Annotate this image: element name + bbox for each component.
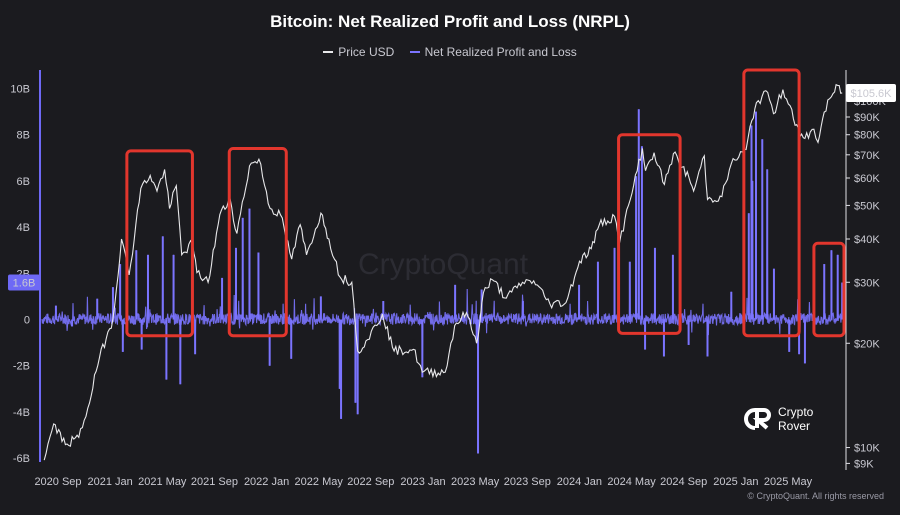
right-tick-label: $30K	[854, 277, 880, 289]
x-tick-label: 2024 Sep	[660, 476, 707, 488]
highlight-box	[125, 149, 194, 338]
left-tick-label: 6B	[17, 176, 30, 188]
highlight-box	[742, 68, 801, 338]
x-tick-label: 2021 Sep	[191, 476, 238, 488]
brand-line-2: Rover	[778, 419, 811, 433]
right-axis: $9K$10K$20K$30K$40K$50K$60K$70K$80K$90K$…	[846, 96, 886, 470]
right-tick-label: $10K	[854, 443, 880, 455]
nrpl-series	[41, 109, 845, 454]
right-tick-label: $90K	[854, 112, 880, 124]
x-tick-label: 2022 May	[295, 476, 344, 488]
crypto-rover-brand: Crypto Rover	[742, 405, 813, 433]
right-tick-label: $70K	[854, 150, 880, 162]
price-line	[43, 83, 843, 461]
legend-swatch-price	[323, 51, 334, 53]
highlight-box	[617, 133, 682, 335]
x-tick-label: 2021 May	[138, 476, 187, 488]
legend-swatch-nrpl	[409, 51, 420, 53]
x-tick-label: 2021 Jan	[88, 476, 133, 488]
right-tick-label: $9K	[854, 458, 874, 470]
legend-item-price[interactable]: Price USD	[323, 45, 394, 59]
right-value-badge-label: $105.6K	[851, 88, 893, 100]
crypto-rover-logo-icon	[744, 408, 771, 430]
highlight-box	[812, 241, 846, 338]
nrpl-line	[41, 109, 845, 454]
chart-title: Bitcoin: Net Realized Profit and Loss (N…	[270, 12, 630, 31]
left-tick-label: 8B	[17, 130, 30, 142]
left-tick-label: -2B	[13, 361, 30, 373]
left-tick-label: 0	[24, 315, 30, 327]
left-tick-label: -6B	[13, 453, 30, 465]
x-tick-label: 2025 Jan	[713, 476, 758, 488]
copyright-text: © CryptoQuant. All rights reserved	[747, 491, 884, 501]
right-tick-label: $20K	[854, 338, 880, 350]
right-value-badge	[846, 83, 896, 102]
right-tick-label: $80K	[854, 130, 880, 142]
left-tick-label: -4B	[13, 407, 30, 419]
brand-line-1: Crypto	[778, 405, 814, 419]
left-tick-label: 4B	[17, 222, 30, 234]
left-value-badge	[8, 274, 40, 291]
x-tick-label: 2025 May	[764, 476, 813, 488]
x-tick-label: 2023 May	[451, 476, 500, 488]
highlight-boxes	[125, 68, 846, 338]
left-value-badge-label: 1.6B	[13, 278, 36, 290]
value-badges: 1.6B $105.6K	[8, 83, 896, 291]
chart-legend: Price USD Net Realized Profit and Loss	[0, 42, 900, 59]
x-tick-label: 2022 Sep	[347, 476, 394, 488]
legend-label-nrpl: Net Realized Profit and Loss	[424, 45, 577, 59]
highlight-box	[227, 147, 288, 338]
x-tick-label: 2024 Jan	[557, 476, 602, 488]
x-tick-label: 2024 May	[607, 476, 656, 488]
x-axis: 2020 Sep 2021 Jan 2021 May 2021 Sep 2022 Jan…	[34, 476, 812, 488]
left-tick-label: 10B	[10, 83, 30, 95]
legend-item-nrpl[interactable]: Net Realized Profit and Loss	[409, 45, 577, 59]
right-tick-label: $50K	[854, 200, 880, 212]
x-tick-label: 2020 Sep	[34, 476, 81, 488]
right-tick-label: $40K	[854, 234, 880, 246]
x-tick-label: 2023 Sep	[504, 476, 551, 488]
right-tick-label: $60K	[854, 173, 880, 185]
legend-label-price: Price USD	[338, 45, 395, 59]
x-tick-label: 2023 Jan	[400, 476, 445, 488]
watermark: CryptoQuant	[358, 248, 529, 281]
price-series	[43, 83, 843, 461]
x-tick-label: 2022 Jan	[244, 476, 289, 488]
